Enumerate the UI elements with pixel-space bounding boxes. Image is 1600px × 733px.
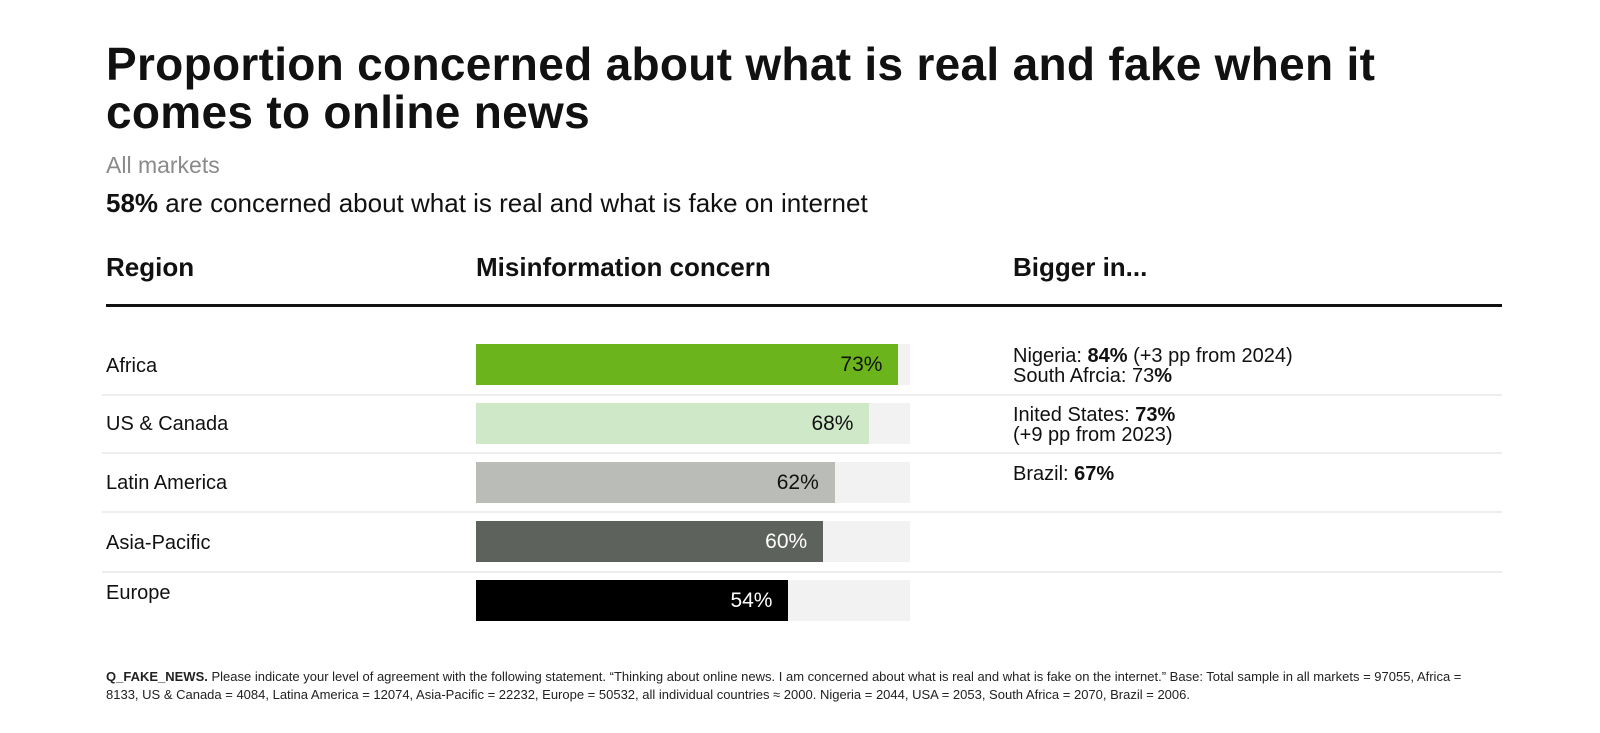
bar-value-label: 68% [811,412,854,435]
row-divider [102,394,1502,396]
bar-africa: 73% [476,344,899,385]
page-title: Proportion concerned about what is real … [106,38,1376,138]
summary-line: 58% are concerned about what is real and… [106,188,868,219]
region-label: Asia-Pacific [106,532,211,554]
bigger-in-line: Nigeria: 84% (+3 pp from 2024) [1013,346,1293,366]
row-divider [102,452,1502,454]
bigger-in-text: Nigeria: [1013,345,1088,367]
bigger-in-text: Inited States: [1013,404,1136,426]
region-label: Latin America [106,472,228,494]
bar-europe: 54% [476,580,789,621]
bar-asia-pacific: 60% [476,521,824,562]
bigger-in-text: (+3 pp from 2024) [1127,345,1293,367]
bar-value-label: 62% [776,471,819,494]
bigger-in-note: Inited States: 73% (+9 pp from 2023) [1013,405,1175,445]
row-divider [102,571,1502,573]
bar-track: 60% [476,521,910,562]
column-header-region: Region [106,252,195,282]
bigger-in-text: South Afrcia: 73 [1013,365,1155,387]
bigger-in-text: Brazil: [1013,463,1075,485]
column-header-bigger-in: Bigger in... [1013,252,1148,282]
footnote: Q_FAKE_NEWS. Please indicate your level … [106,668,1476,704]
bar-value-label: 60% [765,530,808,553]
footnote-code: Q_FAKE_NEWS. [106,669,208,684]
bar-latin-america: 62% [476,462,835,503]
bar-track: 73% [476,344,910,385]
bar-track: 62% [476,462,910,503]
bigger-in-note: Brazil: 67% [1013,464,1114,484]
subtitle: All markets [106,152,220,178]
bigger-in-line: (+9 pp from 2023) [1013,425,1175,445]
footnote-text: Please indicate your level of agreement … [106,669,1462,702]
bigger-in-line: Inited States: 73% [1013,405,1175,425]
bar-value-label: 54% [730,589,773,612]
region-label: Europe [106,582,171,604]
bigger-in-value: 73% [1135,404,1176,426]
bar-us-canada: 68% [476,403,870,444]
bigger-in-line: Brazil: 67% [1013,464,1114,484]
bigger-in-value: % [1154,365,1172,387]
region-label: US & Canada [106,413,229,435]
bar-track: 68% [476,403,910,444]
bigger-in-value: 84% [1087,345,1128,367]
summary-text: are concerned about what is real and wha… [158,188,868,218]
bigger-in-note: Nigeria: 84% (+3 pp from 2024) South Afrc… [1013,346,1293,386]
column-header-misinformation-concern: Misinformation concern [476,252,771,282]
bigger-in-text: (+9 pp from 2023) [1013,424,1173,446]
bar-value-label: 73% [840,353,883,376]
bigger-in-value: 67% [1074,463,1115,485]
header-divider [106,304,1502,307]
row-divider [102,511,1502,513]
region-label: Africa [106,355,158,377]
bigger-in-line: South Afrcia: 73% [1013,366,1293,386]
bar-track: 54% [476,580,910,621]
summary-value: 58% [106,188,159,218]
